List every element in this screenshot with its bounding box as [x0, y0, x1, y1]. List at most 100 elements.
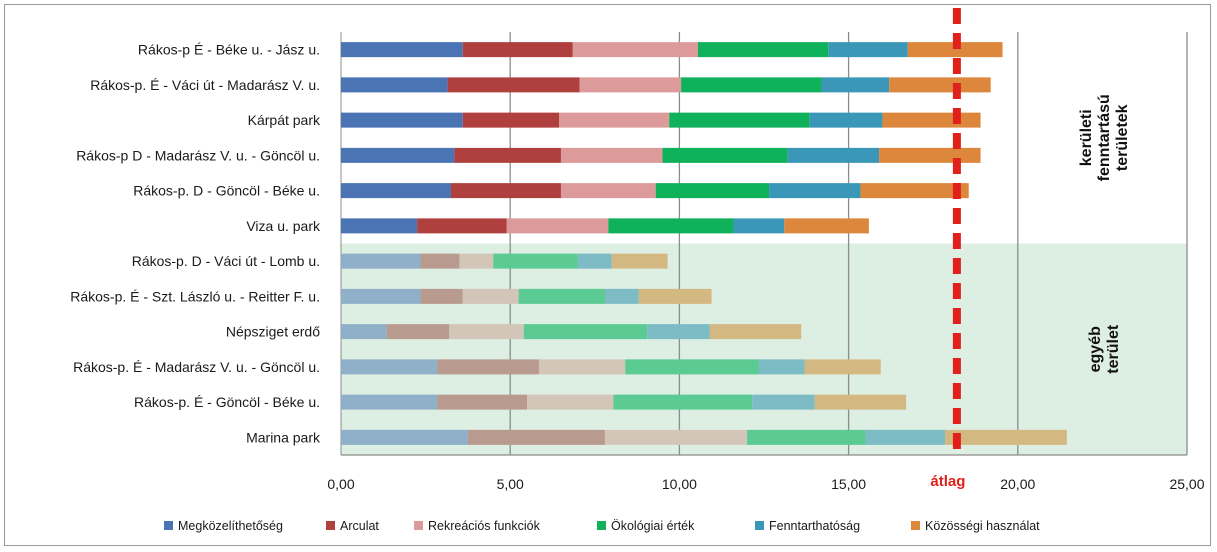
- bar-7-0: [341, 288, 421, 304]
- bar-9-1: [437, 359, 539, 375]
- bar-5-4: [733, 218, 785, 234]
- legend-label-3: Ökológiai érték: [611, 519, 695, 533]
- average-label: átlag: [930, 473, 965, 490]
- bar-3-3: [662, 147, 788, 163]
- bar-9-2: [538, 359, 626, 375]
- x-tick-label-4: 20,00: [1000, 476, 1035, 492]
- legend-swatch-4: [755, 521, 764, 530]
- group-label-0-1: fenntartású: [1096, 94, 1113, 181]
- bar-11-4: [865, 429, 946, 445]
- x-tick-label-3: 15,00: [831, 476, 866, 492]
- bar-10-1: [437, 394, 528, 410]
- bar-0-5: [907, 42, 1003, 58]
- category-label-0: Rákos-p É - Béke u. - Jász u.: [138, 42, 320, 58]
- bar-2-5: [882, 112, 981, 128]
- category-label-8: Népsziget erdő: [226, 324, 320, 340]
- bar-8-0: [341, 324, 387, 340]
- bar-10-3: [613, 394, 753, 410]
- bar-2-3: [669, 112, 810, 128]
- bar-5-1: [417, 218, 507, 234]
- bar-9-3: [625, 359, 759, 375]
- category-label-7: Rákos-p. É - Szt. László u. - Reitter F.…: [70, 288, 320, 304]
- bar-0-0: [341, 42, 463, 58]
- legend-label-4: Fenntarthatóság: [769, 519, 860, 533]
- x-tick-label-2: 10,00: [662, 476, 697, 492]
- group-label-0-0: kerületi: [1078, 109, 1095, 166]
- bar-8-5: [709, 324, 802, 340]
- bar-2-1: [462, 112, 560, 128]
- legend-swatch-0: [164, 521, 173, 530]
- bar-1-3: [681, 77, 822, 93]
- legend-label-0: Megközelíthetőség: [178, 519, 283, 533]
- category-label-3: Rákos-p D - Madarász V. u. - Göncöl u.: [76, 147, 320, 163]
- bar-3-1: [454, 147, 561, 163]
- bar-1-1: [447, 77, 580, 93]
- bar-2-2: [559, 112, 670, 128]
- bar-11-0: [341, 429, 468, 445]
- bar-4-1: [450, 183, 561, 199]
- bar-8-1: [386, 324, 450, 340]
- bar-4-5: [860, 183, 969, 199]
- bar-10-4: [752, 394, 815, 410]
- legend-label-5: Közösségi használat: [925, 519, 1040, 533]
- group-shade-1: [341, 243, 1187, 455]
- group-label-1-1: terület: [1105, 324, 1122, 374]
- bar-9-4: [758, 359, 805, 375]
- bar-3-5: [879, 147, 981, 163]
- legend-swatch-2: [414, 521, 423, 530]
- bar-11-5: [945, 429, 1067, 445]
- x-tick-label-5: 25,00: [1169, 476, 1204, 492]
- bar-0-4: [828, 42, 908, 58]
- category-label-5: Viza u. park: [246, 218, 321, 234]
- bar-6-5: [611, 253, 668, 269]
- bar-5-0: [341, 218, 418, 234]
- bar-1-0: [341, 77, 448, 93]
- bar-5-3: [608, 218, 734, 234]
- category-label-1: Rákos-p. É - Váci út - Madarász V. u.: [90, 77, 320, 93]
- bar-4-3: [655, 183, 770, 199]
- legend-swatch-5: [911, 521, 920, 530]
- bar-10-0: [341, 394, 438, 410]
- bar-8-3: [523, 324, 648, 340]
- bar-2-0: [341, 112, 463, 128]
- bar-7-2: [462, 288, 519, 304]
- bar-0-3: [698, 42, 829, 58]
- bar-10-2: [527, 394, 614, 410]
- bar-9-0: [341, 359, 438, 375]
- legend-swatch-1: [326, 521, 335, 530]
- bar-11-1: [467, 429, 605, 445]
- bar-8-2: [449, 324, 524, 340]
- bar-2-4: [809, 112, 883, 128]
- bar-6-0: [341, 253, 421, 269]
- bar-0-1: [462, 42, 573, 58]
- bar-3-0: [341, 147, 455, 163]
- x-tick-label-1: 5,00: [497, 476, 524, 492]
- bar-0-2: [572, 42, 699, 58]
- bar-4-0: [341, 183, 451, 199]
- category-label-9: Rákos-p. É - Madarász V. u. - Göncöl u.: [73, 359, 320, 375]
- category-label-6: Rákos-p. D - Váci út - Lomb u.: [132, 253, 320, 269]
- category-label-4: Rákos-p. D - Göncöl - Béke u.: [133, 183, 320, 199]
- category-label-2: Kárpát park: [248, 112, 321, 128]
- bar-1-2: [579, 77, 682, 93]
- bar-10-5: [814, 394, 907, 410]
- legend-label-2: Rekreációs funkciók: [428, 519, 541, 533]
- bar-6-2: [459, 253, 494, 269]
- bar-6-1: [420, 253, 460, 269]
- bar-11-3: [747, 429, 866, 445]
- bar-6-3: [493, 253, 578, 269]
- x-tick-label-0: 0,00: [327, 476, 354, 492]
- bar-6-4: [577, 253, 612, 269]
- bar-7-5: [638, 288, 712, 304]
- legend-swatch-3: [597, 521, 606, 530]
- bar-7-3: [518, 288, 605, 304]
- bar-5-2: [506, 218, 609, 234]
- bar-3-2: [560, 147, 663, 163]
- bar-4-4: [769, 183, 861, 199]
- bar-1-4: [821, 77, 890, 93]
- bar-3-4: [787, 147, 880, 163]
- legend-label-1: Arculat: [340, 519, 379, 533]
- bar-4-2: [560, 183, 656, 199]
- category-label-10: Rákos-p. É - Göncöl - Béke u.: [134, 394, 320, 410]
- bar-8-4: [647, 324, 710, 340]
